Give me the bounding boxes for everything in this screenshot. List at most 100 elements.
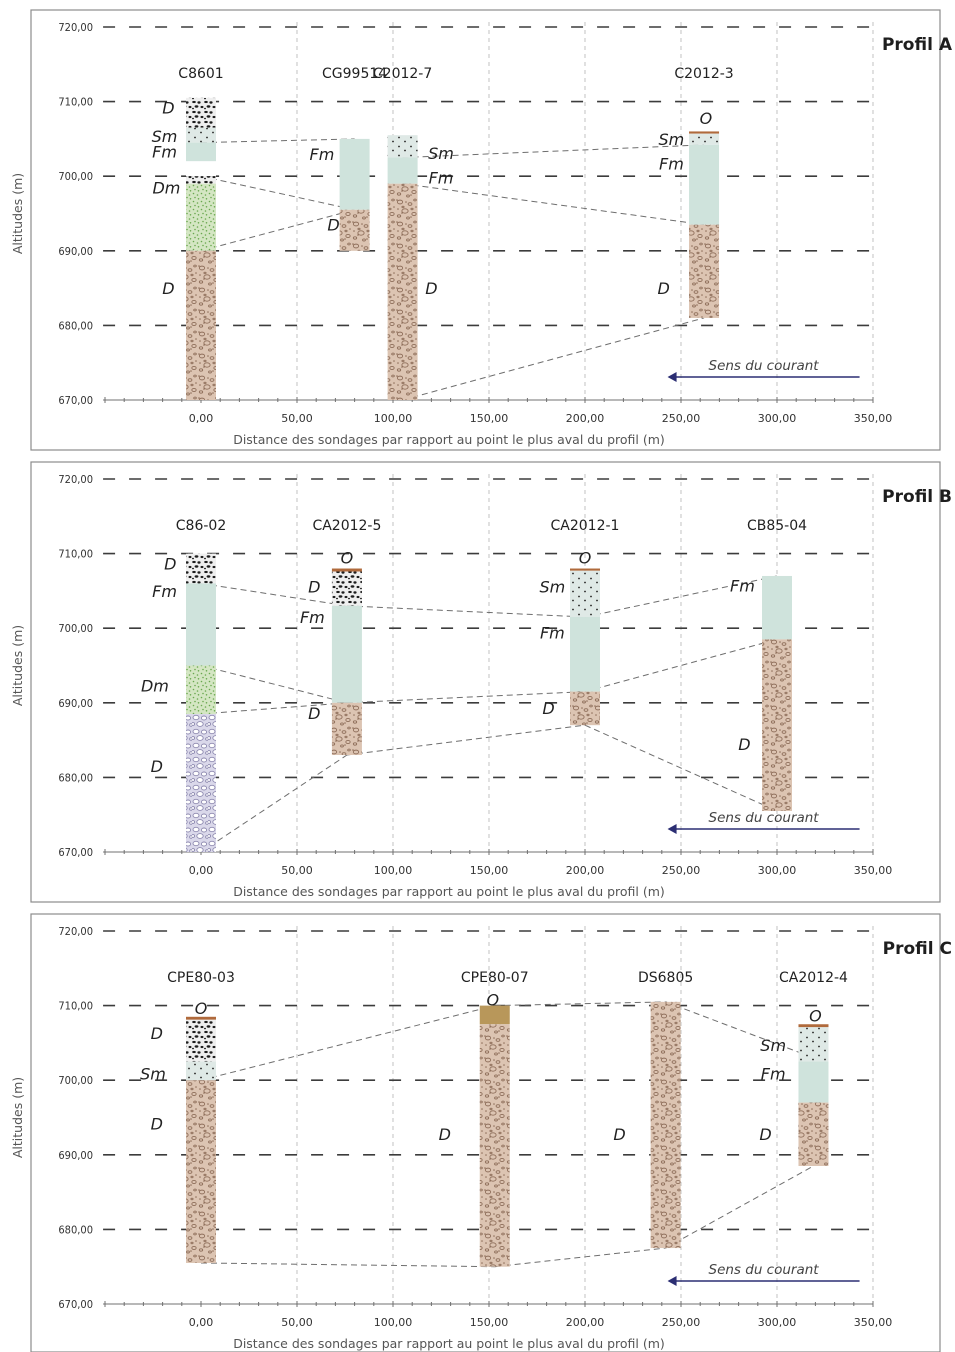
unit-label: D [162,99,174,118]
x-tick-label: 350,00 [854,412,893,425]
unit-label: Fm [429,169,454,188]
borehole-name: CB85-04 [747,518,807,534]
layer-d [186,1080,216,1263]
correlation-line [200,665,348,704]
borehole-name: C8601 [178,66,223,82]
unit-label: Sm [659,130,685,149]
x-axis-title: Distance des sondages par rapport au poi… [233,432,665,447]
layer-d-pale [186,713,216,852]
correlation-line [200,754,348,853]
x-axis-title: Distance des sondages par rapport au poi… [233,884,665,899]
unit-label: D [658,279,670,298]
unit-label: D [542,699,554,718]
x-axis-title: Distance des sondages par rapport au poi… [233,1336,665,1351]
profile-panel: 670,00 680,00 690,00 700,00 710,00 720,00 0,00… [10,461,952,903]
borehole-name: CA2012-1 [551,518,620,534]
borehole-column [689,131,720,318]
unit-label: Dm [141,677,169,696]
layer-o-line [798,1024,829,1028]
panel-title: Profil B [882,487,952,507]
correlation-line [402,317,705,401]
arrow-left-icon [667,372,677,382]
unit-label: O [341,548,354,567]
panel-frame [30,913,941,1352]
borehole-column [339,138,370,251]
layer-o-line [689,131,720,134]
unit-label: D [613,1125,625,1144]
y-tick-label: 710,00 [58,548,93,561]
x-tick-label: 300,00 [758,412,797,425]
correlation-line [494,1247,666,1268]
unit-label: Sm [539,577,565,596]
borehole-name: CA2012-5 [312,518,381,534]
arrow-left-icon [667,824,677,834]
layer-d [798,1102,829,1166]
y-tick-label: 710,00 [58,96,93,109]
x-tick-label: 0,00 [189,1316,214,1329]
layer-fm [331,605,362,703]
unit-label: Fm [300,608,325,627]
x-tick-label: 100,00 [374,412,413,425]
y-tick-label: 690,00 [58,1149,93,1162]
borehole-column [186,553,216,852]
layer-dm [186,665,216,714]
unit-label: D [759,1125,771,1144]
layer-sm [186,127,216,143]
layer-fm [798,1061,829,1103]
borehole-column [186,97,216,400]
x-tick-label: 50,00 [281,412,313,425]
layer-blank [186,161,216,177]
correlation-line [346,605,586,618]
y-tick-label: 680,00 [58,1223,93,1236]
layer-fm [339,138,370,210]
layer-fm [186,583,216,666]
x-tick-label: 250,00 [662,1316,701,1329]
unit-label: O [579,548,592,567]
correlation-line [346,724,586,756]
unit-label: Dm [152,178,180,197]
y-tick-label: 720,00 [58,925,93,938]
layer-sm [387,135,418,158]
y-tick-label: 690,00 [58,697,93,710]
unit-label: D [151,757,163,776]
x-tick-label: 250,00 [662,412,701,425]
layer-d-coarse [331,571,362,606]
y-tick-label: 680,00 [58,319,93,332]
x-tick-label: 100,00 [374,864,413,877]
unit-label: D [308,704,320,723]
layer-fm [762,575,792,640]
correlation-line [665,1165,814,1249]
correlation-line [200,1005,495,1081]
unit-label: D [151,1114,163,1133]
x-tick-label: 150,00 [470,1316,509,1329]
layer-d-coarse [186,553,216,584]
layer-o-line [186,1016,216,1020]
unit-label: D [162,279,174,298]
panel-title: Profil A [882,35,953,55]
x-tick-label: 150,00 [470,412,509,425]
x-tick-label: 250,00 [662,864,701,877]
unit-label: Fm [310,145,335,164]
y-axis-title: Altitudes (m) [10,625,25,706]
layer-sm [689,133,720,145]
borehole-column [570,568,600,726]
correlation-line [665,1001,814,1059]
y-tick-label: 700,00 [58,170,93,183]
layer-d [689,224,720,318]
y-axis-title: Altitudes (m) [10,1077,25,1158]
correlation-line [200,175,355,211]
layer-fm [689,144,720,225]
layer-d [387,183,418,400]
layer-d-coarse [186,176,216,184]
borehole-name: CPE80-03 [167,970,235,986]
y-tick-label: 720,00 [58,21,93,34]
unit-label: O [700,109,713,128]
borehole-column [762,575,792,811]
unit-label: D [738,735,750,754]
borehole-column [479,1005,510,1267]
x-tick-label: 300,00 [758,864,797,877]
x-tick-label: 0,00 [189,864,214,877]
y-tick-label: 690,00 [58,245,93,258]
borehole-column [650,1001,681,1249]
y-tick-label: 720,00 [58,473,93,486]
